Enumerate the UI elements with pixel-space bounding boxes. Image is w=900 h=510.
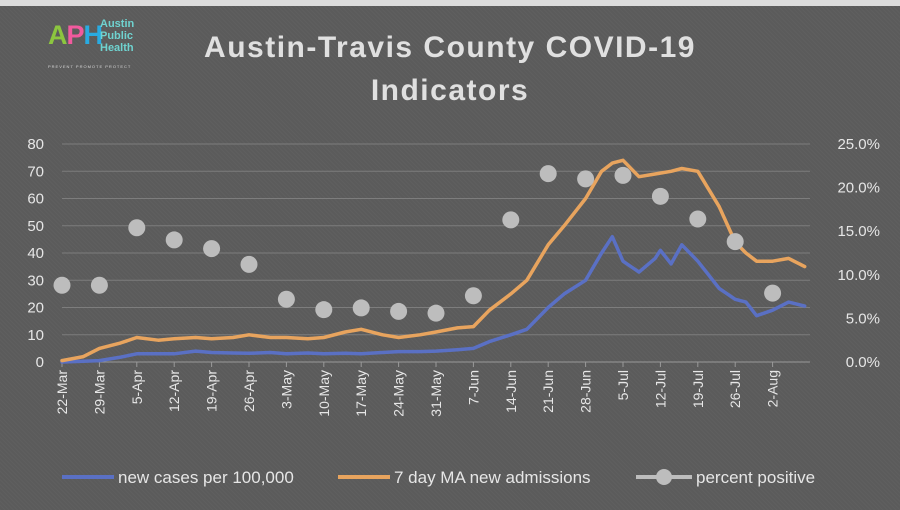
percent-positive-points [53,165,782,322]
y-right-tick-label: 5.0% [846,310,880,327]
logo-letter-p: P [66,20,85,50]
x-tick-label: 31-May [428,370,444,417]
y-right-tick-label: 0.0% [846,354,880,371]
x-tick-label: 19-Apr [204,370,220,412]
y-right-tick-label: 10.0% [837,267,880,284]
x-tick-label: 12-Apr [166,370,182,412]
percent-positive-point [165,231,183,249]
logo-word-health: Health [100,42,134,54]
percent-positive-point [726,233,744,251]
chart-title: Austin-Travis County COVID-19 Indicators [140,26,760,112]
percent-positive-point [352,299,370,317]
percent-positive-point [614,166,632,184]
x-tick-label: 21-Jun [540,370,556,413]
y-axis-right-ticks: 0.0% 5.0% 10.0% 15.0% 20.0% 25.0% [837,136,880,371]
percent-positive-point [53,276,71,294]
percent-positive-point [764,284,782,302]
y-left-tick-label: 70 [27,163,44,180]
percent-positive-point [577,170,595,188]
percent-positive-point [240,255,258,273]
percent-positive-point [502,211,520,229]
y-left-tick-label: 40 [27,245,44,262]
y-left-tick-label: 60 [27,191,44,208]
x-tick-label: 5-Apr [129,370,145,405]
x-tick-label: 26-Apr [241,370,257,412]
legend-cases-label: new cases per 100,000 [118,468,294,487]
x-tick-label: 19-Jul [690,370,706,408]
y-right-tick-label: 15.0% [837,223,880,240]
x-tick-label: 2-Aug [765,370,781,407]
x-tick-label: 10-May [316,370,332,417]
legend-positive-marker [656,469,672,485]
chart-title-line-2: Indicators [370,74,530,107]
y-left-tick-label: 20 [27,300,44,317]
x-tick-label: 24-May [391,370,407,417]
percent-positive-point [90,276,108,294]
y-left-tick-label: 0 [36,354,44,371]
cases-line [60,234,807,364]
x-tick-label: 7-Jun [465,370,481,405]
x-tick-label: 26-Jul [727,370,743,408]
x-tick-label: 3-May [278,370,294,409]
percent-positive-point [203,240,221,258]
percent-positive-point [390,302,408,320]
percent-positive-point [651,187,669,205]
percent-positive-point [464,287,482,305]
x-tick-label: 17-May [353,370,369,417]
legend: new cases per 100,000 7 day MA new admiss… [62,468,815,487]
admissions-line [60,158,807,363]
percent-positive-point [277,290,295,308]
x-tick-label: 22-Mar [54,370,70,415]
x-tick-label: 14-Jun [503,370,519,413]
chart-title-line-1: Austin-Travis County COVID-19 [204,31,696,64]
window-top-strip [0,0,900,6]
y-right-tick-label: 25.0% [837,136,880,153]
logo-letter-h: H [83,20,103,50]
y-left-tick-label: 30 [27,272,44,289]
y-left-tick-label: 10 [27,327,44,344]
aph-logo: APH Austin Public Health PREVENT PROMOTE… [48,16,148,72]
percent-positive-point [539,165,557,183]
logo-word-public: Public [100,30,134,42]
x-tick-label: 12-Jul [652,370,668,408]
legend-positive-label: percent positive [696,468,815,487]
y-left-tick-label: 80 [27,136,44,153]
x-tick-label: 29-Mar [91,370,107,415]
y-left-tick-label: 50 [27,218,44,235]
percent-positive-point [427,304,445,322]
logo-word-austin: Austin [100,18,135,30]
y-axis-left-ticks: 0 10 20 30 40 50 60 70 80 [27,136,44,371]
x-tick-label: 5-Jul [615,370,631,400]
series-lines [60,158,807,364]
legend-admissions-label: 7 day MA new admissions [394,468,591,487]
x-tick-label: 28-Jun [578,370,594,413]
logo-words: Austin Public Health [100,18,134,54]
logo-mark: APH [48,20,103,51]
percent-positive-point [128,219,146,237]
percent-positive-point [689,210,707,228]
logo-tagline: PREVENT PROMOTE PROTECT [48,64,132,69]
x-axis-ticks: 22-Mar 29-Mar 5-Apr 12-Apr 19-Apr 26-Apr 3-May… [54,362,781,417]
y-right-tick-label: 20.0% [837,180,880,197]
logo-letter-a: A [48,20,67,50]
percent-positive-point [315,301,333,319]
gridlines [62,143,810,363]
